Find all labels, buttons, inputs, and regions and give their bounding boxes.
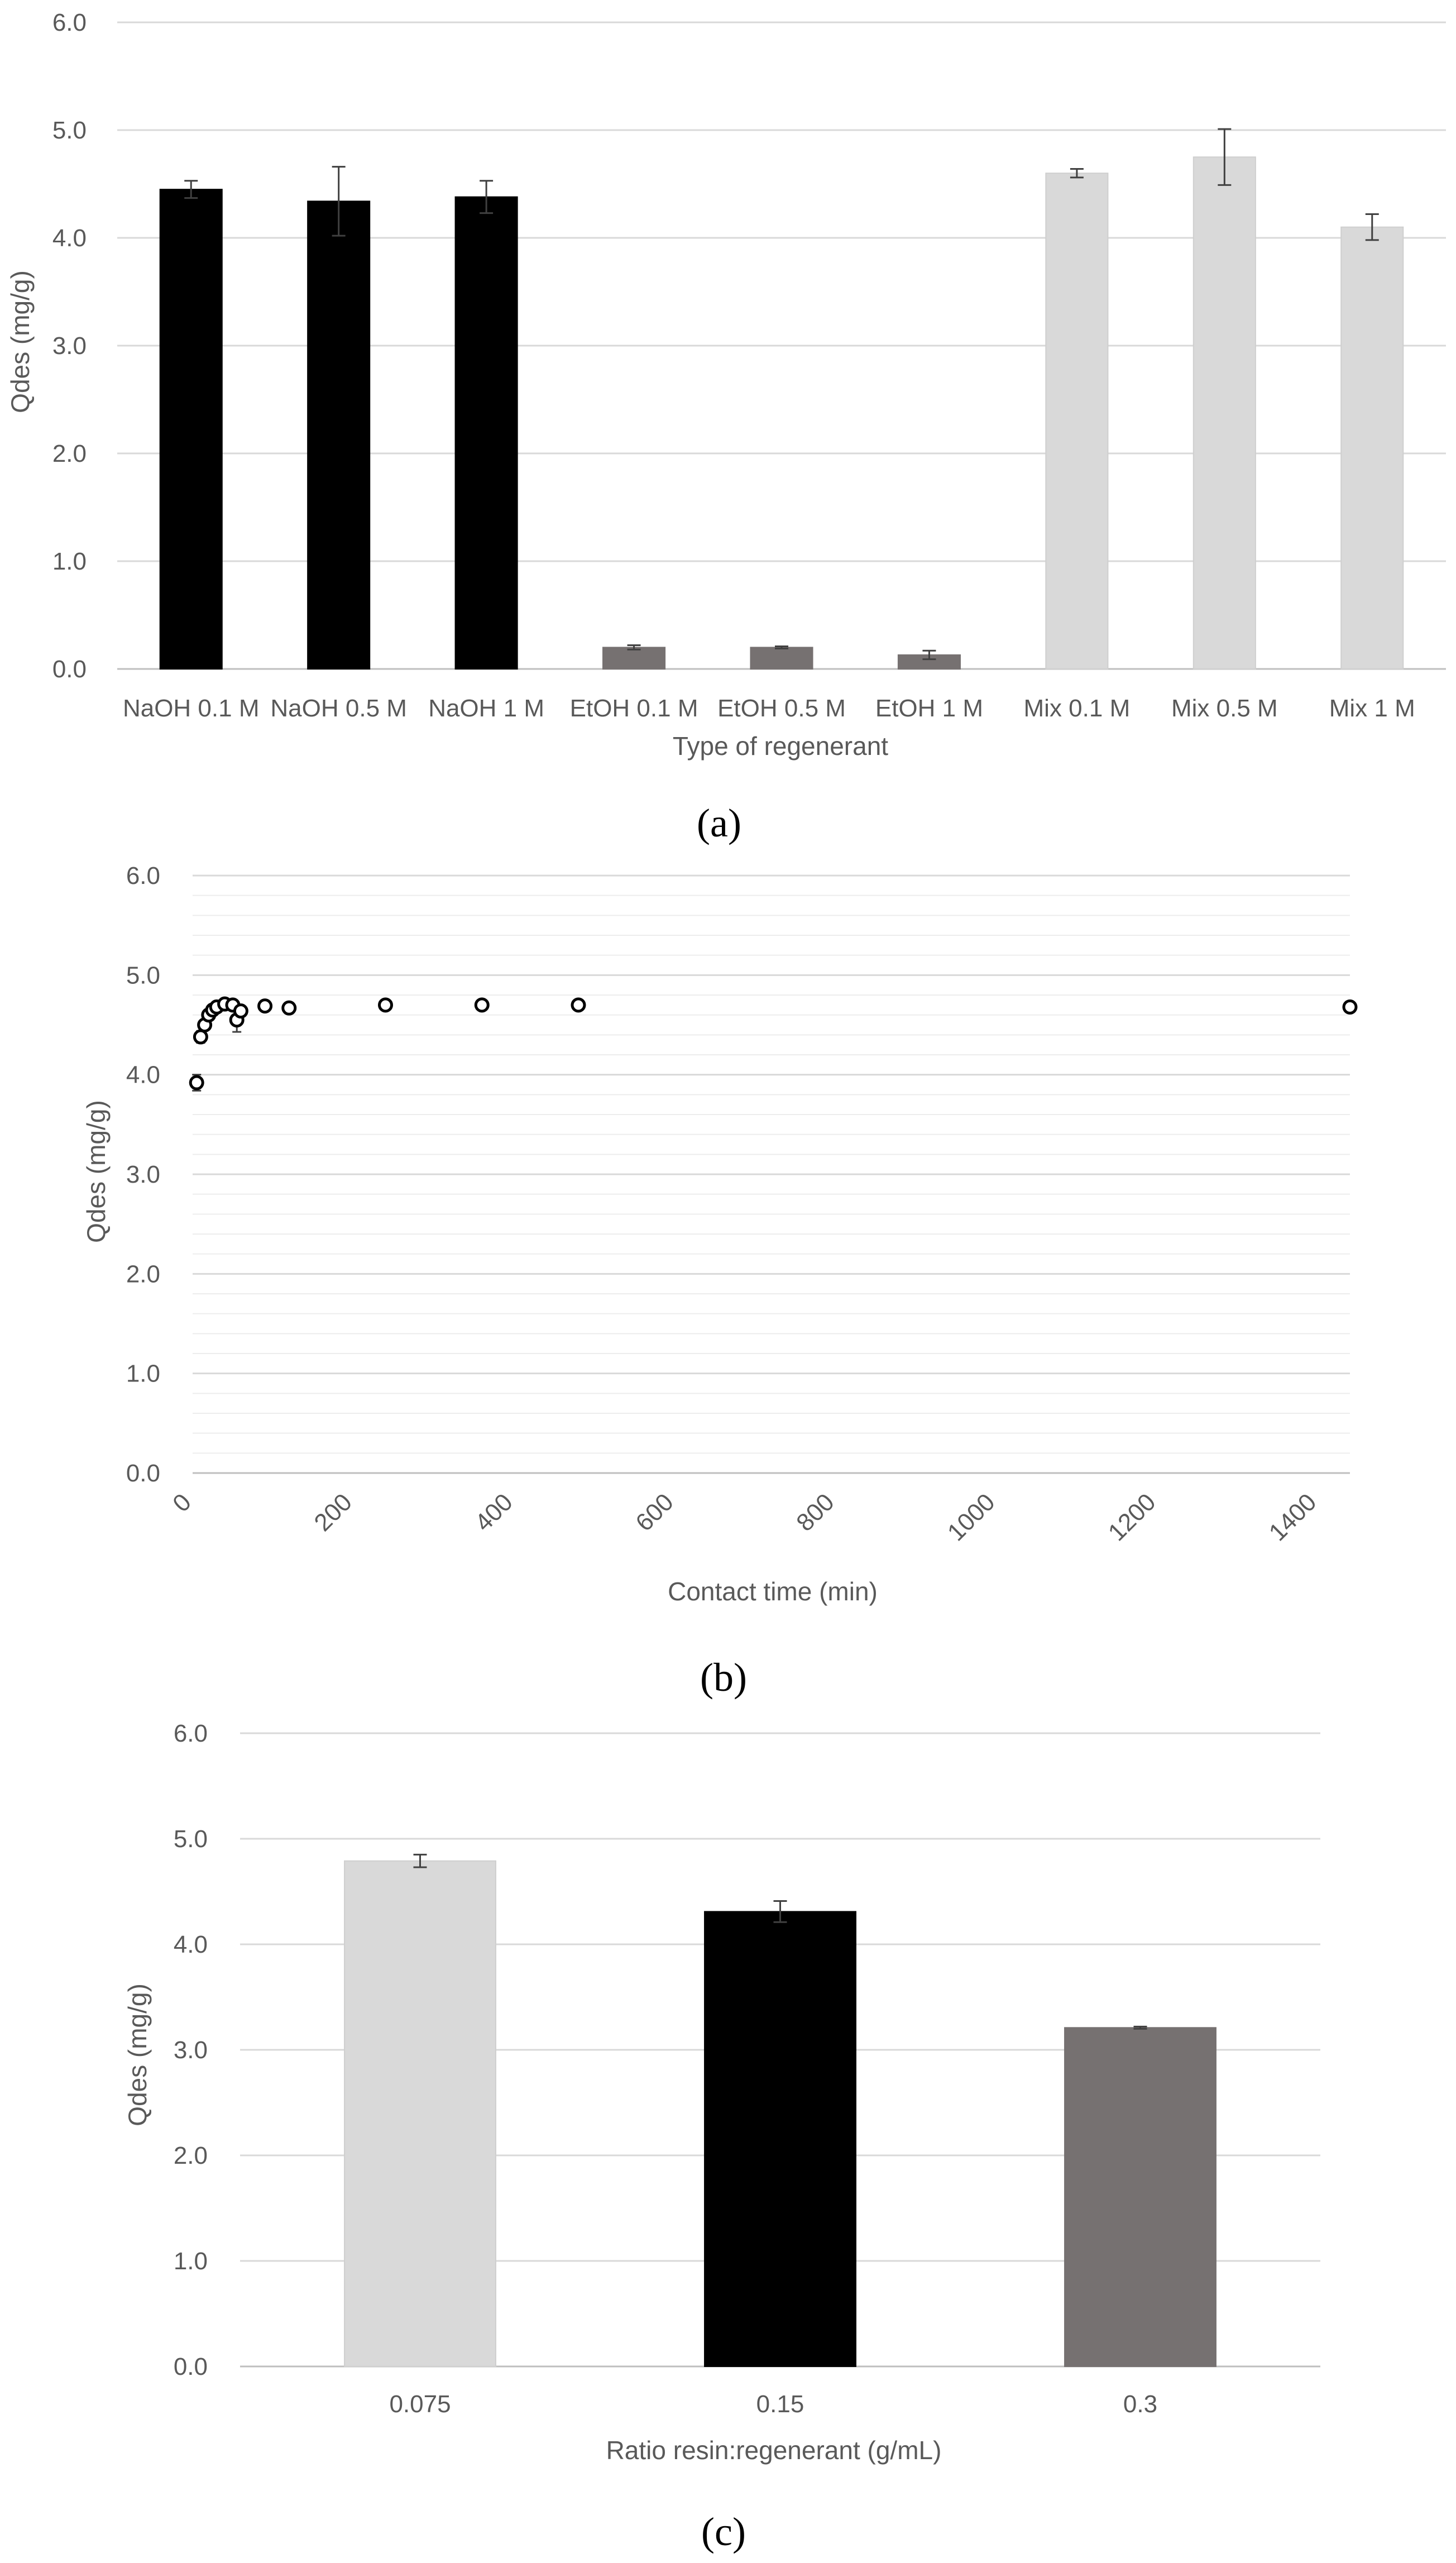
chart-a-panel-label: (a) xyxy=(697,801,741,845)
chart-a-y-axis-title: Qdes (mg/g) xyxy=(6,270,35,413)
y-tick-label: 4.0 xyxy=(126,1061,160,1089)
x-tick-label-naoh-1-m: NaOH 1 M xyxy=(428,695,544,722)
x-tick-label-mix-0-1-m: Mix 0.1 M xyxy=(1024,695,1131,722)
y-tick-label: 6.0 xyxy=(126,862,160,890)
chart-c-desorption-by-ratio: 0.0 1.0 2.0 3.0 4.0 5.0 6.0 0.075 0.15 0.3 Qdes … xyxy=(123,1720,1320,2554)
y-tick-label: 4.0 xyxy=(174,1931,208,1958)
y-tick-label: 0.0 xyxy=(52,656,87,683)
y-tick-label: 0.0 xyxy=(126,1460,160,1487)
y-tick-label: 5.0 xyxy=(126,962,160,989)
chart-b-x-tick-labels: 0 200 400 600 800 1000 1200 1400 xyxy=(167,1488,1321,1546)
bar-0-15 xyxy=(704,1911,856,2367)
x-tick-label: 0 xyxy=(167,1488,197,1517)
data-point xyxy=(233,1003,248,1019)
bar-naoh-0-1-m xyxy=(159,189,223,670)
bar-naoh-1-m xyxy=(454,196,518,670)
chart-b-y-tick-labels: 0.0 1.0 2.0 3.0 4.0 5.0 6.0 xyxy=(126,862,160,1487)
chart-c-bars xyxy=(344,1860,1216,2368)
data-point xyxy=(257,998,273,1014)
y-tick-label: 4.0 xyxy=(52,224,87,252)
y-tick-label: 2.0 xyxy=(52,440,87,467)
x-tick-label-mix-0-5-m: Mix 0.5 M xyxy=(1171,695,1278,722)
chart-c-panel-label: (c) xyxy=(701,2509,746,2554)
x-tick-label: 200 xyxy=(309,1488,357,1537)
data-point xyxy=(1342,999,1358,1015)
y-tick-label: 3.0 xyxy=(126,1161,160,1188)
x-tick-label: 1000 xyxy=(942,1488,1000,1546)
y-tick-label: 5.0 xyxy=(174,1825,208,1853)
chart-b-points xyxy=(189,996,1358,1091)
chart-c-y-axis-title: Qdes (mg/g) xyxy=(123,1983,152,2126)
data-point xyxy=(378,997,393,1013)
chart-c-x-axis-title: Ratio resin:regenerant (g/mL) xyxy=(606,2436,942,2465)
x-tick-label: 600 xyxy=(630,1488,679,1537)
data-point xyxy=(193,1029,208,1045)
x-tick-label: 1200 xyxy=(1103,1488,1161,1546)
y-tick-label: 3.0 xyxy=(52,332,87,360)
data-point xyxy=(571,997,586,1013)
y-tick-label: 3.0 xyxy=(174,2036,208,2064)
bar-etoh-0-5-m xyxy=(750,647,813,670)
y-tick-label: 6.0 xyxy=(52,9,87,36)
bar-0-075 xyxy=(344,1860,496,2367)
x-tick-label-naoh-0-1-m: NaOH 0.1 M xyxy=(123,695,260,722)
data-point xyxy=(281,1000,297,1016)
x-tick-label-0-15: 0.15 xyxy=(756,2390,804,2418)
x-tick-label-0-075: 0.075 xyxy=(389,2390,451,2418)
x-tick-label-etoh-1-m: EtOH 1 M xyxy=(875,695,983,722)
y-tick-label: 5.0 xyxy=(52,117,87,144)
x-tick-label: 400 xyxy=(470,1488,518,1537)
bar-mix-0-1-m xyxy=(1045,173,1109,670)
bar-0-3 xyxy=(1064,2027,1216,2368)
bar-mix-1-m xyxy=(1340,226,1404,670)
y-tick-label: 1.0 xyxy=(126,1360,160,1388)
chart-c-x-tick-labels: 0.075 0.15 0.3 xyxy=(389,2390,1157,2418)
y-tick-label: 6.0 xyxy=(174,1720,208,1747)
chart-a-desorption-by-regenerant: 0.0 1.0 2.0 3.0 4.0 5.0 6.0 NaOH 0.1 M NaOH 0.5… xyxy=(6,9,1446,845)
chart-b-panel-label: (b) xyxy=(700,1655,747,1700)
x-tick-label-0-3: 0.3 xyxy=(1123,2390,1157,2418)
x-tick-label-etoh-0-1-m: EtOH 0.1 M xyxy=(570,695,698,722)
bar-mix-0-5-m xyxy=(1192,156,1256,670)
chart-b-gridlines xyxy=(193,874,1350,1474)
chart-a-error-bars xyxy=(184,128,1379,661)
x-tick-label-mix-1-m: Mix 1 M xyxy=(1329,695,1415,722)
y-tick-label: 1.0 xyxy=(52,548,87,575)
y-tick-label: 2.0 xyxy=(126,1260,160,1288)
x-tick-label: 800 xyxy=(791,1488,840,1537)
data-point xyxy=(474,997,490,1013)
bar-naoh-0-5-m xyxy=(307,200,371,670)
chart-b-x-axis-title: Contact time (min) xyxy=(668,1577,878,1606)
chart-c-y-tick-labels: 0.0 1.0 2.0 3.0 4.0 5.0 6.0 xyxy=(174,1720,208,2380)
x-tick-label-naoh-0-5-m: NaOH 0.5 M xyxy=(270,695,407,722)
chart-c-error-bars xyxy=(413,1853,1147,2030)
y-tick-label: 0.0 xyxy=(174,2353,208,2380)
y-tick-label: 2.0 xyxy=(174,2142,208,2169)
data-point xyxy=(189,1075,204,1091)
chart-a-x-tick-labels: NaOH 0.1 M NaOH 0.5 M NaOH 1 M EtOH 0.1 M Et… xyxy=(123,695,1415,722)
x-tick-label: 1400 xyxy=(1264,1488,1322,1546)
chart-b-desorption-kinetics: 0.0 1.0 2.0 3.0 4.0 5.0 6.0 0 200 400 600 800 1000 1… xyxy=(82,862,1358,1700)
chart-a-y-tick-labels: 0.0 1.0 2.0 3.0 4.0 5.0 6.0 xyxy=(52,9,87,683)
y-tick-label: 1.0 xyxy=(174,2248,208,2275)
chart-a-x-axis-title: Type of regenerant xyxy=(673,731,888,761)
chart-b-y-axis-title: Qdes (mg/g) xyxy=(82,1100,111,1243)
chart-a-bars xyxy=(159,156,1404,670)
bar-etoh-0-1-m xyxy=(602,647,666,670)
x-tick-label-etoh-0-5-m: EtOH 0.5 M xyxy=(717,695,846,722)
